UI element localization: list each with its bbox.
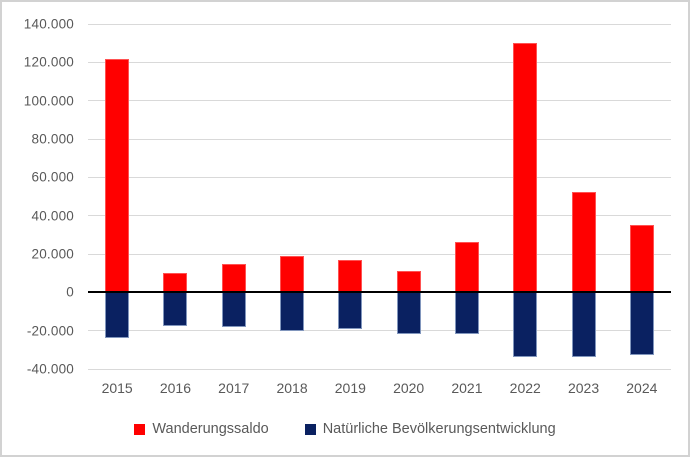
x-axis-label-2022: 2022 (509, 380, 541, 396)
gridline (88, 23, 671, 25)
bar-wanderungssaldo-2018 (280, 255, 305, 293)
y-axis-tick-label: 100.000 (23, 93, 74, 109)
legend-label: Natürliche Bevölkerungsentwicklung (322, 421, 556, 437)
bar-natuerliche-bevoelkerungsentwicklung-2017 (221, 292, 246, 327)
bar-wanderungssaldo-2021 (454, 241, 479, 293)
legend-swatch-icon (304, 423, 316, 435)
bar-natuerliche-bevoelkerungsentwicklung-2018 (280, 292, 305, 331)
bar-natuerliche-bevoelkerungsentwicklung-2024 (629, 292, 654, 355)
bar-wanderungssaldo-2015 (105, 58, 130, 293)
zero-axis-line (88, 291, 671, 294)
bar-wanderungssaldo-2023 (571, 191, 596, 293)
y-axis-tick-label: 140.000 (23, 16, 74, 32)
bar-natuerliche-bevoelkerungsentwicklung-2015 (105, 292, 130, 339)
gridline (88, 100, 671, 102)
bar-natuerliche-bevoelkerungsentwicklung-2022 (513, 292, 538, 358)
x-axis-label-2019: 2019 (334, 380, 366, 396)
gridline (88, 138, 671, 140)
bar-natuerliche-bevoelkerungsentwicklung-2021 (454, 292, 479, 335)
y-axis-tick-label: 120.000 (23, 54, 74, 70)
x-axis-label-2021: 2021 (451, 380, 483, 396)
bar-wanderungssaldo-2017 (221, 263, 246, 293)
y-axis-tick-label: 0 (66, 284, 74, 300)
bar-natuerliche-bevoelkerungsentwicklung-2023 (571, 292, 596, 358)
x-axis-label-2015: 2015 (101, 380, 133, 396)
legend-item-natuerliche-bevoelkerungsentwicklung: Natürliche Bevölkerungsentwicklung (304, 421, 556, 437)
gridline (88, 61, 671, 63)
bar-wanderungssaldo-2022 (513, 43, 538, 293)
bar-natuerliche-bevoelkerungsentwicklung-2016 (163, 292, 188, 326)
gridline (88, 368, 671, 370)
gridline (88, 253, 671, 255)
x-axis-label-2020: 2020 (393, 380, 425, 396)
x-axis-label-2016: 2016 (159, 380, 192, 396)
y-axis-tick-label: 40.000 (31, 208, 74, 224)
legend-label: Wanderungssaldo (152, 421, 269, 437)
y-axis-tick-label: 20.000 (31, 246, 74, 262)
bar-natuerliche-bevoelkerungsentwicklung-2020 (396, 292, 421, 335)
legend-item-wanderungssaldo: Wanderungssaldo (134, 421, 269, 437)
y-axis-tick-label: 80.000 (31, 131, 74, 147)
bar-natuerliche-bevoelkerungsentwicklung-2019 (338, 292, 363, 329)
x-axis-label-2024: 2024 (626, 380, 658, 396)
y-axis-tick-label: -20.000 (26, 323, 74, 339)
bar-wanderungssaldo-2016 (163, 273, 188, 293)
legend: Wanderungssaldo Natürliche Bevölkerungsen… (2, 421, 688, 437)
x-axis-label-2018: 2018 (276, 380, 308, 396)
gridline (88, 215, 671, 217)
bar-wanderungssaldo-2024 (629, 225, 654, 293)
x-axis-label-2017: 2017 (218, 380, 250, 396)
gridline (88, 330, 671, 332)
x-axis-label-2023: 2023 (567, 380, 600, 396)
bar-wanderungssaldo-2019 (338, 259, 363, 293)
gridline (88, 176, 671, 178)
plot-area (88, 23, 671, 370)
y-axis-tick-label: 60.000 (31, 169, 74, 185)
bar-wanderungssaldo-2020 (396, 271, 421, 293)
y-axis-tick-label: -40.000 (26, 361, 74, 377)
legend-swatch-icon (134, 423, 146, 435)
